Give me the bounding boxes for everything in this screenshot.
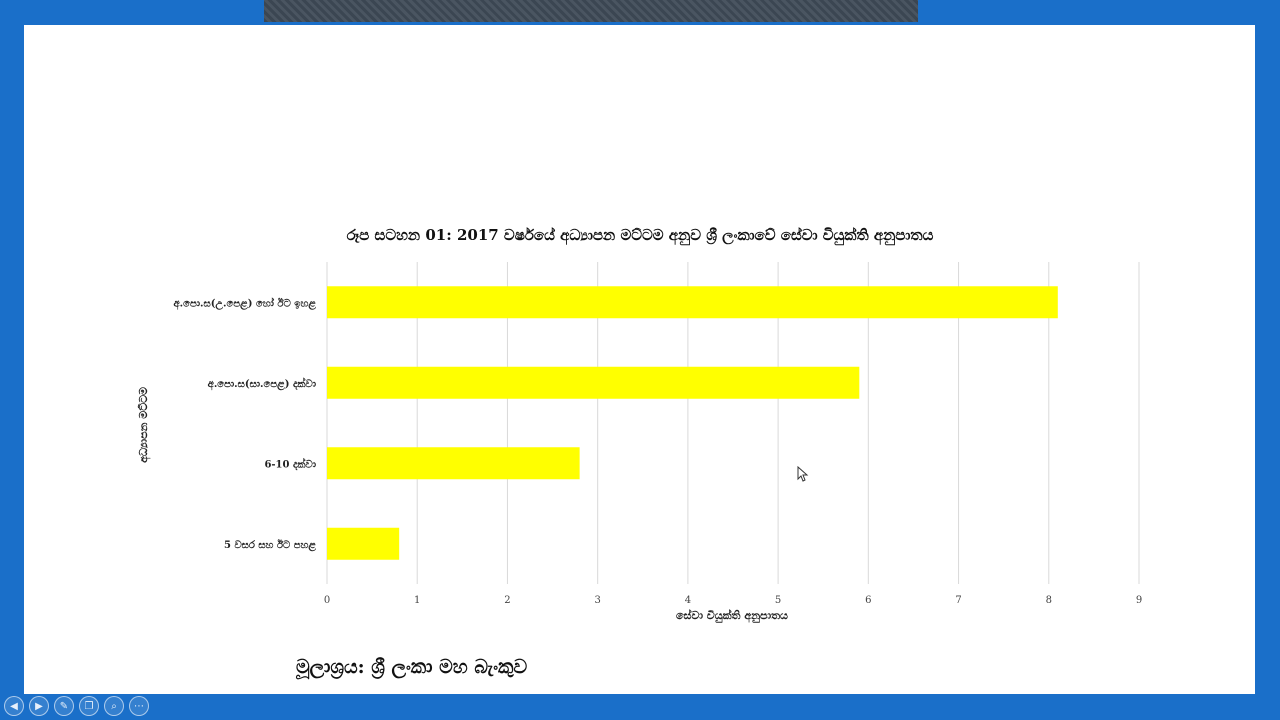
x-tick-label: 9 [1136, 595, 1142, 606]
chart-title: රූප සටහන 01: 2017 වර්ෂයේ අධ්‍යාපන මට්ටම … [346, 226, 934, 244]
presentation-toolbar: ◀ ▶ ✎ ❐ ⌕ ⋯ [4, 695, 149, 717]
mouse-cursor-icon [797, 466, 809, 482]
x-tick-label: 1 [414, 595, 420, 606]
bar [327, 366, 860, 399]
next-icon[interactable]: ▶ [29, 696, 49, 716]
zoom-icon[interactable]: ⌕ [104, 696, 124, 716]
y-tick-label: 6-10 දක්වා [264, 457, 316, 471]
x-tick-label: 3 [594, 595, 600, 606]
pen-icon[interactable]: ✎ [54, 696, 74, 716]
slide-canvas [24, 25, 1255, 694]
y-tick-label: 5 වසර සහ ඊට පහළ [224, 538, 316, 552]
x-tick-label: 8 [1046, 595, 1052, 606]
x-tick-label: 7 [955, 595, 961, 606]
bar [327, 286, 1058, 319]
prev-icon[interactable]: ◀ [4, 696, 24, 716]
more-icon[interactable]: ⋯ [129, 696, 149, 716]
y-tick-label: අ.පො.ස(උ.පෙළ) හෝ ඊට ඉහළ [174, 296, 317, 310]
x-tick-label: 2 [504, 595, 510, 606]
y-tick-label: අ.පො.ස(සා.පෙළ) දක්වා [208, 377, 317, 391]
x-tick-label: 6 [865, 595, 871, 606]
bar [327, 527, 400, 560]
bar [327, 447, 580, 480]
x-tick-label: 4 [685, 595, 691, 606]
source-caption: මූලාශ්‍රය: ශ්‍රී ලංකා මහ බැංකුව [296, 656, 528, 678]
x-tick-label: 0 [324, 595, 330, 606]
x-tick-label: 5 [775, 595, 781, 606]
window-top-bar [264, 0, 918, 22]
x-axis-label: සේවා වියුක්ති අනුපාතය [676, 609, 788, 622]
slides-icon[interactable]: ❐ [79, 696, 99, 716]
y-axis-label: අධ්‍යාපන මට්ටම [137, 387, 150, 463]
